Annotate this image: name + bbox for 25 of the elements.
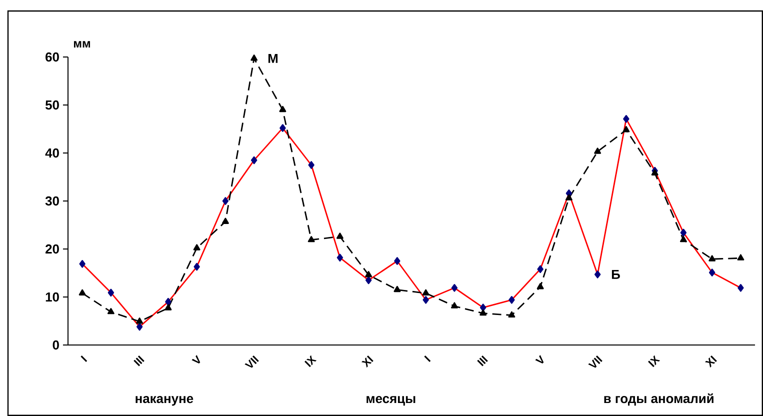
y-tick-label: 40	[45, 148, 59, 158]
series-label: М	[268, 54, 278, 63]
y-tick-label: 60	[46, 52, 59, 62]
y-tick-label: 0	[52, 340, 59, 350]
series-label: Б	[612, 270, 620, 279]
text: в годы аномалий	[604, 393, 714, 406]
y-tick-label: 50	[45, 100, 59, 110]
x-tick-label: VII	[244, 355, 259, 368]
x-tick-label: XI	[361, 355, 374, 368]
x-tick-label: VII	[588, 355, 602, 368]
x-tick-label: IX	[304, 355, 317, 368]
x-tick-label: I	[424, 355, 431, 362]
text: накануне	[136, 396, 194, 406]
x-tick-label: I	[80, 355, 88, 362]
x-tick-label: III	[477, 355, 488, 366]
x-tick-label: V	[535, 355, 544, 364]
y-tick-label: 30	[45, 196, 59, 206]
x-tick-label: III	[134, 355, 144, 366]
y-axis-title: мм	[74, 41, 90, 48]
x-axis-title: месяцы	[366, 396, 416, 406]
x-tick-label: V	[192, 355, 200, 364]
x-tick-label: XI	[704, 355, 717, 368]
y-tick-label: 10	[46, 292, 59, 302]
x-tick-label: IX	[648, 355, 660, 368]
y-tick-label: 20	[46, 244, 59, 254]
